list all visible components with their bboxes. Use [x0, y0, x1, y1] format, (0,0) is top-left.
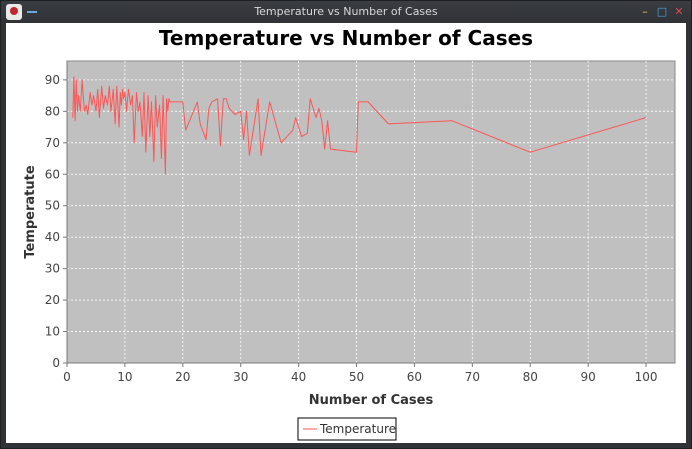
- title-bar[interactable]: Temperature vs Number of Cases – □ ✕: [1, 1, 691, 23]
- legend-label: Temperature: [319, 422, 396, 436]
- series-line-temperature: [72, 76, 647, 175]
- y-tick-label: 60: [45, 167, 60, 181]
- y-tick-label: 50: [45, 199, 60, 213]
- x-axis-label: Number of Cases: [309, 393, 434, 408]
- app-icon[interactable]: [6, 4, 22, 20]
- x-tick-label: 40: [291, 370, 306, 384]
- y-tick-label: 0: [52, 356, 60, 370]
- chart: Temperature vs Number of Cases 0 10 20 30 40…: [23, 26, 676, 441]
- legend-box: [297, 417, 397, 441]
- y-axis-label: Temperatute: [23, 165, 38, 258]
- plot-area: [66, 60, 676, 364]
- y-tick-label: 20: [45, 293, 60, 307]
- grid-lines: [67, 61, 675, 363]
- minimize-button[interactable]: –: [642, 5, 648, 18]
- chart-panel: Temperature vs Number of Cases 0 10 20 30 40…: [6, 23, 686, 443]
- y-axis-ticks: 0 10 20 30 40 50 60 70 80 90: [45, 73, 67, 370]
- y-tick-label: 40: [45, 230, 60, 244]
- menu-icon[interactable]: [27, 11, 37, 13]
- x-axis-ticks: 0 10 20 30 40 50 60 70 80 90 100: [63, 363, 658, 384]
- legend: Temperature: [297, 417, 397, 441]
- series-layer: [72, 76, 647, 175]
- x-tick-label: 30: [233, 370, 248, 384]
- y-tick-label: 80: [45, 104, 60, 118]
- y-tick-label: 90: [45, 73, 60, 87]
- window-title: Temperature vs Number of Cases: [254, 5, 438, 18]
- x-tick-label: 100: [635, 370, 658, 384]
- x-tick-label: 70: [465, 370, 480, 384]
- y-tick-label: 30: [45, 262, 60, 276]
- x-tick-label: 80: [523, 370, 538, 384]
- x-tick-label: 50: [349, 370, 364, 384]
- y-tick-label: 10: [45, 325, 60, 339]
- x-tick-label: 90: [581, 370, 596, 384]
- close-button[interactable]: ✕: [674, 5, 684, 18]
- chart-title: Temperature vs Number of Cases: [159, 26, 533, 50]
- x-tick-label: 20: [175, 370, 190, 384]
- y-tick-label: 70: [45, 136, 60, 150]
- x-tick-label: 10: [117, 370, 132, 384]
- x-tick-label: 60: [407, 370, 422, 384]
- x-tick-label: 0: [63, 370, 71, 384]
- maximize-button[interactable]: □: [656, 5, 668, 18]
